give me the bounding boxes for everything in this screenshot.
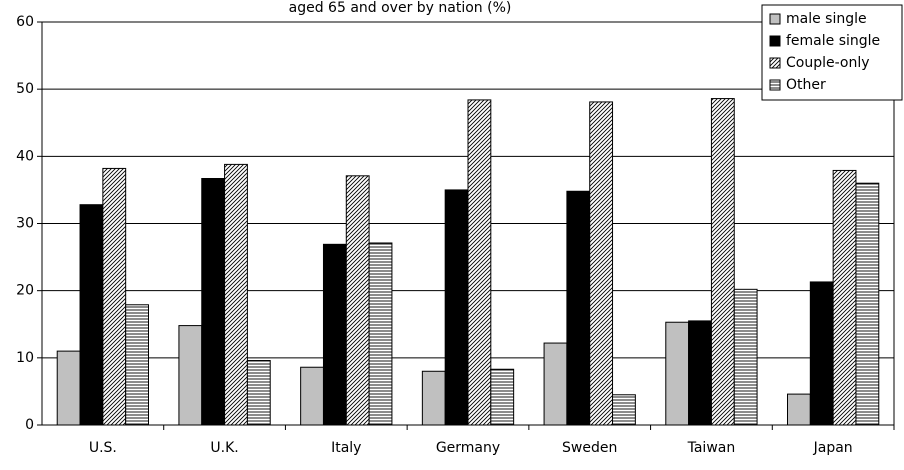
bar xyxy=(444,189,469,426)
bar xyxy=(710,98,735,426)
bar xyxy=(467,99,492,426)
bar xyxy=(178,325,203,426)
x-tick-label: U.K. xyxy=(210,440,238,456)
x-tick-label: Germany xyxy=(436,440,500,456)
bar xyxy=(79,204,104,426)
bar xyxy=(809,281,834,426)
x-tick-label: Japan xyxy=(813,440,853,456)
x-tick-label: Taiwan xyxy=(687,440,736,456)
legend-label: Couple-only xyxy=(786,55,870,71)
y-tick-label: 10 xyxy=(16,350,34,366)
bar xyxy=(125,304,150,426)
bar xyxy=(368,242,393,426)
bar xyxy=(589,101,614,426)
bar xyxy=(733,288,758,426)
y-tick-label: 50 xyxy=(16,81,34,97)
y-tick-label: 30 xyxy=(16,216,34,232)
legend-swatch xyxy=(769,35,781,47)
legend-label: female single xyxy=(786,33,880,49)
bar xyxy=(832,169,857,426)
bar xyxy=(102,167,127,426)
bar xyxy=(543,342,568,426)
bar xyxy=(688,320,712,426)
chart-title: aged 65 and over by nation (%) xyxy=(289,0,512,16)
y-tick-label: 40 xyxy=(16,148,34,164)
bar xyxy=(300,366,324,426)
bar xyxy=(56,350,81,426)
bar xyxy=(421,370,446,426)
bar xyxy=(612,394,636,426)
x-tick-label: U.S. xyxy=(89,440,117,456)
bar xyxy=(490,368,515,426)
y-tick-label: 20 xyxy=(16,283,34,299)
bar xyxy=(665,321,690,426)
bar xyxy=(246,360,271,426)
bar xyxy=(201,177,226,426)
y-tick-label: 60 xyxy=(16,14,34,30)
bar xyxy=(566,190,591,426)
x-tick-label: Sweden xyxy=(562,440,617,456)
bar xyxy=(855,182,880,426)
legend-swatch xyxy=(769,57,781,69)
x-tick-label: Italy xyxy=(331,440,361,456)
bar xyxy=(345,175,370,426)
legend-swatch xyxy=(769,13,781,25)
bar xyxy=(224,163,248,426)
bar xyxy=(787,393,811,426)
legend-box xyxy=(761,4,903,101)
legend-swatch xyxy=(769,79,781,91)
legend-label: male single xyxy=(786,11,867,27)
bar xyxy=(322,243,347,426)
legend-label: Other xyxy=(786,77,826,93)
y-tick-label: 0 xyxy=(25,417,34,433)
